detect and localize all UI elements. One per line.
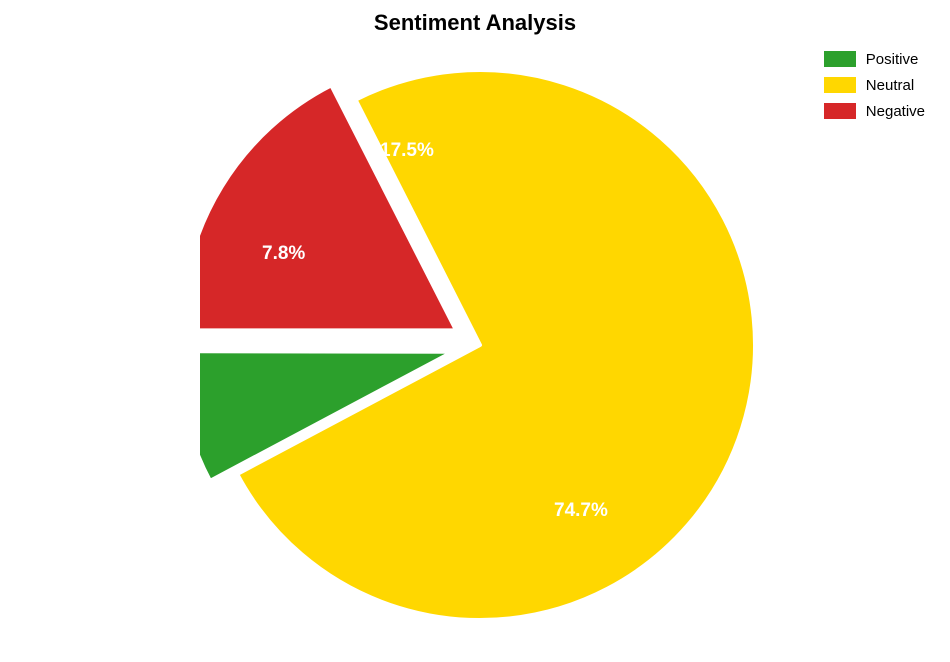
chart-title: Sentiment Analysis xyxy=(0,10,950,36)
legend-item-positive: Positive xyxy=(824,48,925,70)
legend: Positive Neutral Negative xyxy=(824,48,925,126)
legend-label-neutral: Neutral xyxy=(866,77,914,94)
legend-label-negative: Negative xyxy=(866,103,925,120)
slice-label-neutral: 74.7% xyxy=(554,500,608,522)
slice-label-negative: 17.5% xyxy=(380,140,434,162)
legend-swatch-positive xyxy=(824,51,856,67)
pie-chart-svg xyxy=(200,55,800,655)
legend-swatch-neutral xyxy=(824,77,856,93)
legend-item-neutral: Neutral xyxy=(824,74,925,96)
legend-item-negative: Negative xyxy=(824,100,925,122)
pie-chart-container: Sentiment Analysis Positive Neutral Nega… xyxy=(0,0,950,662)
legend-swatch-negative xyxy=(824,103,856,119)
legend-label-positive: Positive xyxy=(866,51,919,68)
slice-label-positive: 7.8% xyxy=(262,243,305,265)
